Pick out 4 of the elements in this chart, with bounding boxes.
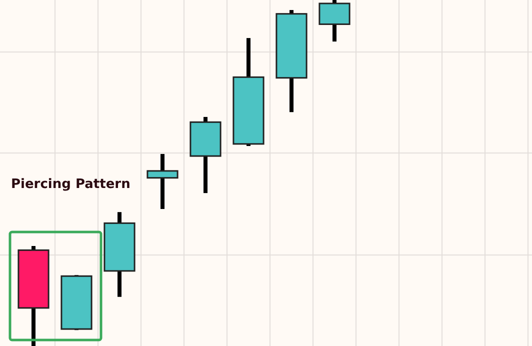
candlestick: [318, 0, 350, 42]
candlestick: [104, 212, 136, 297]
annotation: Piercing Pattern: [11, 177, 130, 192]
candlestick: [146, 154, 178, 209]
